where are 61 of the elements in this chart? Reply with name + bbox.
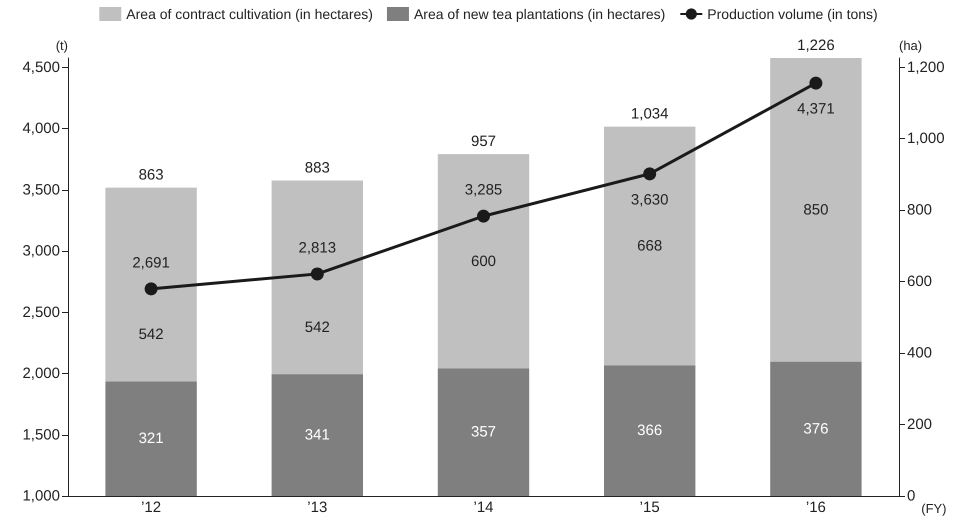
bar — [272, 374, 364, 496]
x-tick-label: ’15 — [640, 499, 660, 516]
bar — [770, 58, 862, 362]
y-tick-label: 4,500 — [22, 58, 60, 76]
bar — [604, 365, 696, 496]
x-axis-title: (FY) — [921, 501, 947, 516]
bar — [272, 180, 364, 374]
total-label: 1,034 — [630, 106, 668, 123]
bar — [105, 381, 197, 496]
point — [144, 282, 158, 296]
total-label: 1,226 — [797, 37, 835, 54]
y-tick-label: 3,500 — [22, 181, 60, 198]
legend-label: Area of contract cultivation (in hectares) — [126, 6, 373, 22]
y2-tick-label: 1,000 — [907, 130, 945, 148]
y-tick-label: 3,000 — [22, 242, 60, 260]
legend-label: Production volume (in tons) — [707, 6, 878, 22]
data-label: 668 — [637, 237, 662, 254]
y-axis-title: (t) — [56, 38, 68, 53]
bar — [438, 154, 530, 368]
data-label: 4,371 — [797, 100, 835, 118]
total-label: 863 — [138, 166, 164, 184]
point — [310, 267, 324, 280]
data-label: 341 — [304, 426, 330, 444]
y2-tick-label: 600 — [907, 273, 932, 290]
y2-tick-label: 200 — [907, 416, 932, 434]
total-label: 957 — [470, 133, 496, 150]
y2-tick-label: 0 — [907, 488, 916, 504]
data-label: 3,630 — [630, 191, 668, 208]
data-label: 2,813 — [298, 239, 336, 256]
y-tick-label: 2,500 — [22, 304, 60, 321]
y2-axis-title: (ha) — [899, 38, 922, 53]
y2-tick-label: 400 — [907, 344, 932, 362]
x-tick-label: ’12 — [141, 499, 162, 516]
y-tick-label: 4,000 — [22, 120, 60, 138]
legend-label: Area of new tea plantations (in hectares) — [414, 6, 666, 22]
data-label: 542 — [138, 326, 164, 343]
data-label: 2,691 — [132, 254, 170, 272]
data-label: 850 — [803, 201, 828, 218]
point — [643, 167, 656, 180]
data-label: 376 — [803, 420, 828, 438]
data-label: 321 — [138, 430, 164, 448]
bar — [438, 368, 530, 496]
data-label: 600 — [470, 252, 496, 270]
y2-tick-label: 1,200 — [907, 58, 945, 76]
point — [809, 76, 822, 90]
data-label: 366 — [637, 422, 662, 440]
data-label: 542 — [304, 318, 330, 336]
data-label: 357 — [470, 424, 496, 441]
bar — [604, 126, 696, 366]
x-tick-label: ’14 — [473, 499, 494, 516]
point — [477, 210, 490, 223]
y-tick-label: 2,000 — [22, 365, 60, 382]
bar — [105, 188, 197, 382]
y2-tick-label: 800 — [907, 202, 932, 219]
x-tick-label: ’13 — [307, 499, 328, 516]
total-label: 883 — [304, 160, 330, 177]
x-tick-label: ’16 — [806, 499, 826, 516]
bar — [770, 362, 862, 496]
data-label: 3,285 — [464, 182, 502, 199]
y-tick-label: 1,500 — [22, 426, 60, 444]
y-tick-label: 1,000 — [22, 488, 60, 504]
